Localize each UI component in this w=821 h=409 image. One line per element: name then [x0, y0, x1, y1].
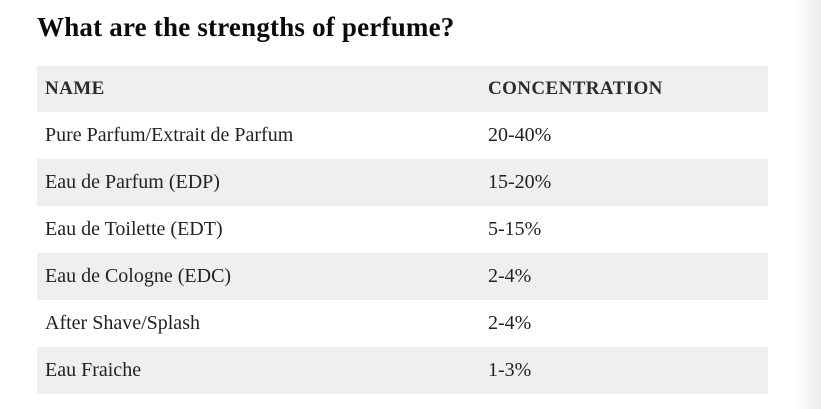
- cell-concentration: 15-20%: [480, 159, 768, 206]
- page-title: What are the strengths of perfume?: [37, 12, 455, 42]
- column-header-name: NAME: [37, 66, 480, 112]
- table-row: After Shave/Splash 2-4%: [37, 300, 768, 347]
- cell-name: Pure Parfum/Extrait de Parfum: [37, 112, 480, 159]
- table-row: Eau de Toilette (EDT) 5-15%: [37, 206, 768, 253]
- cell-concentration: 20-40%: [480, 112, 768, 159]
- cell-concentration: 2-4%: [480, 253, 768, 300]
- cell-name: Eau de Parfum (EDP): [37, 159, 480, 206]
- table-row: Eau de Parfum (EDP) 15-20%: [37, 159, 768, 206]
- table-row: Pure Parfum/Extrait de Parfum 20-40%: [37, 112, 768, 159]
- cell-name: Eau de Toilette (EDT): [37, 206, 480, 253]
- perfume-strength-table: NAME CONCENTRATION Pure Parfum/Extrait d…: [37, 66, 768, 394]
- table-row: Eau de Cologne (EDC) 2-4%: [37, 253, 768, 300]
- cell-name: After Shave/Splash: [37, 300, 480, 347]
- table-row: Eau Fraiche 1-3%: [37, 347, 768, 394]
- cell-concentration: 5-15%: [480, 206, 768, 253]
- cell-concentration: 1-3%: [480, 347, 768, 394]
- page-edge-shadow: [795, 0, 821, 409]
- cell-name: Eau de Cologne (EDC): [37, 253, 480, 300]
- table-header-row: NAME CONCENTRATION: [37, 66, 768, 112]
- column-header-concentration: CONCENTRATION: [480, 66, 768, 112]
- cell-name: Eau Fraiche: [37, 347, 480, 394]
- cell-concentration: 2-4%: [480, 300, 768, 347]
